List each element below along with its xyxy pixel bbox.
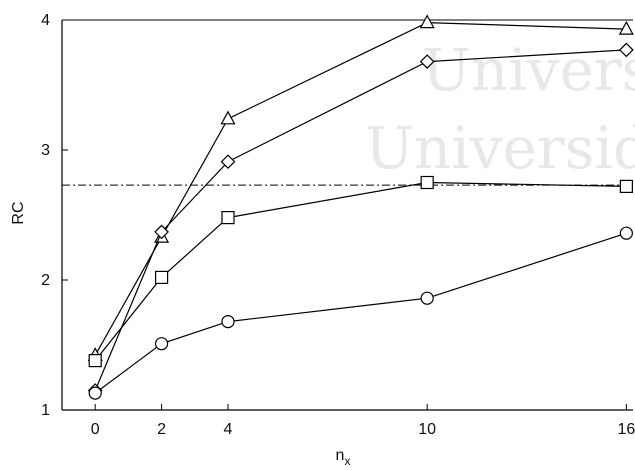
y-tick-label-3: 3 [41, 142, 50, 159]
watermark-text-line-1: Universi [422, 36, 635, 104]
y-axis-label: RC [10, 201, 27, 224]
square-marker-2 [156, 271, 168, 283]
x-tick-label-10: 10 [418, 421, 436, 438]
x-tick-label-0: 0 [91, 421, 100, 438]
x-tick-label-16: 16 [617, 421, 635, 438]
series-line-square [95, 183, 626, 361]
triangle-marker-3 [221, 112, 234, 124]
y-tick-label-4: 4 [41, 12, 50, 29]
circle-marker-3 [222, 316, 234, 328]
x-tick-label-2: 2 [157, 421, 166, 438]
circle-marker-1 [89, 387, 101, 399]
triangle-marker-4 [421, 16, 434, 28]
series-circle [89, 227, 632, 399]
square-marker-3 [222, 212, 234, 224]
y-tick-label-1: 1 [41, 402, 50, 419]
square-marker-1 [89, 355, 101, 367]
y-tick-label-2: 2 [41, 272, 50, 289]
watermark-text-line-2: Universid [365, 114, 635, 182]
x-axis-label: nx [336, 447, 351, 468]
square-marker-4 [421, 177, 433, 189]
series-square [89, 177, 632, 367]
square-marker-5 [620, 180, 632, 192]
series-line-circle [95, 233, 626, 393]
circle-marker-4 [421, 292, 433, 304]
x-tick-label-4: 4 [224, 421, 233, 438]
triangle-marker-5 [620, 22, 633, 34]
circle-marker-2 [156, 338, 168, 350]
circle-marker-5 [620, 227, 632, 239]
